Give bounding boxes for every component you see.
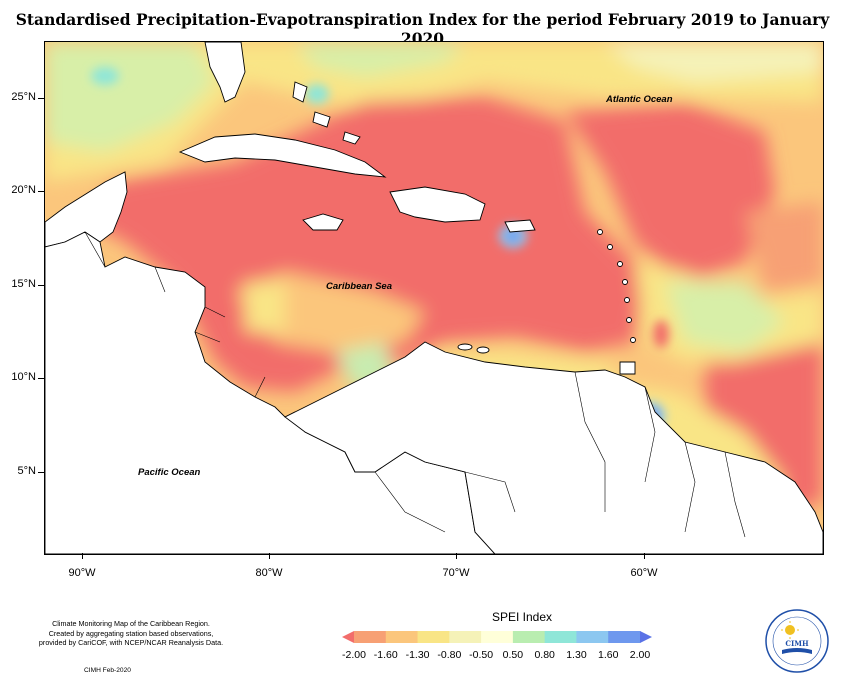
legend-label: -0.50 — [469, 649, 494, 661]
legend-label: -0.80 — [437, 649, 462, 661]
credits-block: Climate Monitoring Map of the Caribbean … — [26, 619, 236, 648]
pacific-ocean-label: Pacific Ocean — [138, 467, 201, 478]
logo-text: CIMH — [785, 639, 809, 648]
lat-tick — [38, 472, 44, 473]
lon-label: 80°W — [255, 567, 283, 579]
lon-tick — [644, 553, 645, 559]
lat-tick — [38, 378, 44, 379]
legend-label: 1.60 — [598, 649, 619, 661]
lon-label: 70°W — [442, 567, 470, 579]
lat-label: 20°N — [11, 184, 36, 196]
logo-ring — [765, 609, 829, 673]
wave-icon — [782, 648, 812, 654]
legend-segment — [449, 631, 482, 643]
legend-segment — [417, 631, 450, 643]
credits-line: Created by aggregating station based obs… — [48, 628, 214, 638]
lat-tick — [38, 285, 44, 286]
lon-tick — [82, 553, 83, 559]
legend-label: 0.80 — [534, 649, 555, 661]
footer-note: CIMH Feb-2020 — [84, 667, 131, 674]
legend-segment — [608, 631, 641, 643]
atlantic-ocean-label: Atlantic Ocean — [606, 94, 673, 105]
legend-title: SPEI Index — [491, 610, 553, 624]
lat-label: 10°N — [11, 371, 36, 383]
legend-segment — [576, 631, 609, 643]
lat-label: 25°N — [11, 91, 36, 103]
legend-segment — [640, 631, 652, 643]
land-masses — [45, 42, 823, 554]
legend-segment — [544, 631, 577, 643]
credits-line: Climate Monitoring Map of the Caribbean … — [52, 619, 210, 628]
credits-line: provided by CariCOF, with NCEP/NCAR Rean… — [38, 638, 224, 648]
legend-segment — [481, 631, 514, 643]
legend-labels: -2.00 -1.60 -1.30 -0.80 -0.50 0.50 0.80 1.30 1.6… — [342, 649, 652, 663]
logo-inner-ring — [772, 616, 822, 666]
country-borders — [84, 231, 746, 538]
legend-segment — [385, 631, 419, 643]
cimh-logo: CIMH — [765, 609, 829, 673]
lon-label: 60°W — [630, 567, 658, 579]
lon-label: 90°W — [68, 567, 96, 579]
sun-rays-icon — [781, 621, 799, 639]
legend-label: -2.00 — [342, 649, 366, 661]
lon-tick — [269, 553, 270, 559]
legend-colorbar — [342, 631, 652, 643]
legend-label: 0.50 — [502, 649, 524, 661]
legend-segment — [342, 631, 354, 643]
legend-label: 2.00 — [629, 649, 651, 661]
spei-map-canvas — [45, 42, 823, 554]
legend-label: 1.30 — [566, 649, 587, 661]
legend-label: -1.30 — [405, 649, 430, 661]
legend-segment — [354, 631, 387, 643]
sun-icon — [785, 625, 795, 635]
lat-tick — [38, 98, 44, 99]
lat-label: 15°N — [11, 278, 36, 290]
spei-map — [44, 41, 824, 555]
caribbean-sea-label: Caribbean Sea — [326, 281, 392, 292]
lat-label: 5°N — [17, 465, 36, 477]
legend-segment — [512, 631, 546, 643]
lat-tick — [38, 191, 44, 192]
lon-tick — [456, 553, 457, 559]
legend-label: -1.60 — [373, 649, 398, 661]
